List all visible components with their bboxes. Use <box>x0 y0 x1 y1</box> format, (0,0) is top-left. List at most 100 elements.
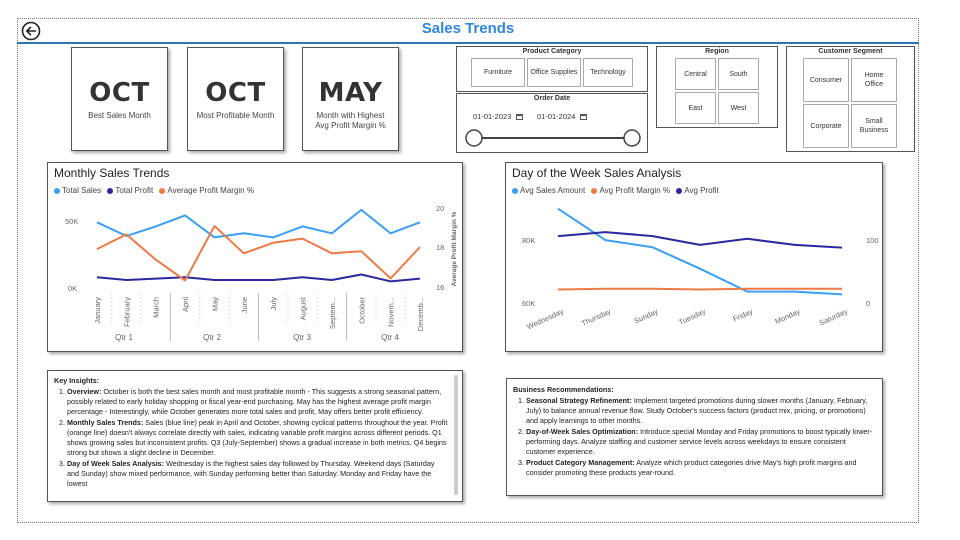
series-line-total-sales[interactable] <box>96 208 421 239</box>
y-tick: 50K <box>65 217 78 226</box>
kpi-value: OCT <box>89 78 150 108</box>
legend-item-avg-profit[interactable]: Avg Profit <box>676 186 719 195</box>
order-date-slicer: Order Date 01-01-2023 01-01-2024 <box>456 93 648 153</box>
x-tick-novem: Novem... <box>387 297 396 327</box>
monthly-sales-trends-panel: Monthly Sales Trends Total Sales Total P… <box>47 162 463 352</box>
y2-tick: 0 <box>866 299 870 308</box>
chart-title: Day of the Week Sales Analysis <box>512 166 682 180</box>
scrollbar-thumb[interactable] <box>454 375 458 495</box>
slicer-option-consumer[interactable]: Consumer <box>803 58 849 102</box>
y2-axis-label: Average Profit Margin % <box>451 211 458 286</box>
slicer-option-small-business[interactable]: Small Business <box>851 104 897 148</box>
quarter-label-q1: Qtr 1 <box>115 333 133 342</box>
recommendation-item: Day-of-Week Sales Optimization: Introduc… <box>526 427 874 457</box>
calendar-icon <box>580 114 588 121</box>
date-range-slider[interactable] <box>463 127 643 149</box>
kpi-value: OCT <box>205 78 266 108</box>
recommendations-list: Seasonal Strategy Refinement: Implement … <box>513 396 874 478</box>
slicer-option-home-office[interactable]: Home Office <box>851 58 897 102</box>
series-line-avg-profit[interactable] <box>557 231 843 249</box>
start-date-value: 01-01-2023 <box>473 112 512 121</box>
legend-item-avg-profit-margin[interactable]: Average Profit Margin % <box>159 186 254 195</box>
range-handle-end[interactable] <box>623 129 641 147</box>
x-tick-march: March <box>152 297 161 318</box>
page-title: Sales Trends <box>421 20 515 37</box>
kpi-label: Month with Highest Avg Profit Margin % <box>315 111 386 130</box>
x-axis-labels: Wednesday Thursday Sunday Tuesday Friday Mond… <box>525 307 849 332</box>
slicer-option-office-supplies[interactable]: Office Supplies <box>527 58 581 87</box>
slicer-title: Product Category <box>522 48 582 55</box>
monthly-sales-chart: 50K 0K 20 18 16 Average Profit Margin % … <box>65 204 458 342</box>
kpi-card-highest-margin-month: MAY Month with Highest Avg Profit Margin… <box>302 47 399 151</box>
series-line-average-profit-margin[interactable] <box>96 225 421 282</box>
slicer-option-east[interactable]: East <box>675 92 716 124</box>
range-handle-start[interactable] <box>465 129 483 147</box>
month-separators <box>111 293 406 341</box>
legend-item-total-profit[interactable]: Total Profit <box>107 186 153 195</box>
series-lines <box>557 207 843 296</box>
slicer-option-west[interactable]: West <box>718 92 759 124</box>
legend-item-avg-sales-amount[interactable]: Avg Sales Amount <box>512 186 585 195</box>
x-tick-thursday: Thursday <box>580 307 612 328</box>
back-button[interactable] <box>21 21 41 41</box>
x-tick-sunday: Sunday <box>633 307 660 326</box>
region-slicer: Region Central South East West <box>656 46 778 128</box>
x-tick-saturday: Saturday <box>818 307 849 328</box>
insight-item: Monthly Sales Trends: Sales (blue line) … <box>67 418 448 458</box>
end-date-value: 01-01-2024 <box>537 112 576 121</box>
business-recommendations-panel: Business Recommendations: Seasonal Strat… <box>506 378 883 496</box>
series-line-avg-sales-amount[interactable] <box>557 207 843 296</box>
x-tick-october: October <box>357 297 366 324</box>
product-category-slicer: Product Category Furniture Office Suppli… <box>456 46 648 92</box>
slicer-option-central[interactable]: Central <box>675 58 716 90</box>
slicer-option-south[interactable]: South <box>718 58 759 90</box>
recommendations-heading: Business Recommendations: <box>513 385 614 394</box>
y2-tick: 16 <box>436 283 444 292</box>
x-tick-monday: Monday <box>774 307 802 327</box>
title-bar: Sales Trends <box>17 18 919 44</box>
y2-tick: 20 <box>436 204 444 213</box>
x-tick-april: April <box>181 297 190 312</box>
chart-legend: Total Sales Total Profit Average Profit … <box>54 186 258 195</box>
chart-title: Monthly Sales Trends <box>54 166 170 180</box>
series-line-total-profit[interactable] <box>96 273 421 283</box>
slicer-title: Region <box>705 48 729 55</box>
kpi-card-most-profitable-month: OCT Most Profitable Month <box>187 47 284 151</box>
insight-item: Day of Week Sales Analysis: Wednesday is… <box>67 459 448 489</box>
back-arrow-icon <box>21 21 41 41</box>
customer-segment-slicer: Customer Segment Consumer Home Office Co… <box>786 46 915 152</box>
x-tick-may: May <box>211 297 220 311</box>
kpi-label: Best Sales Month <box>88 111 151 120</box>
day-of-week-panel: Day of the Week Sales Analysis Avg Sales… <box>505 162 883 352</box>
start-date-field[interactable]: 01-01-2023 <box>473 112 524 121</box>
x-tick-septem: Septem... <box>328 297 337 329</box>
slicer-title: Order Date <box>533 95 571 102</box>
recommendation-item: Product Category Management: Analyze whi… <box>526 458 874 478</box>
slicer-title: Customer Segment <box>818 48 883 55</box>
series-line-avg-profit-margin[interactable] <box>557 287 842 291</box>
y-tick: 0K <box>68 284 77 293</box>
quarter-label-q4: Qtr 4 <box>381 333 399 342</box>
report-frame <box>17 18 919 523</box>
legend-item-total-sales[interactable]: Total Sales <box>54 186 101 195</box>
x-tick-august: August <box>299 296 308 320</box>
insights-list: Overview: October is both the best sales… <box>54 387 448 489</box>
calendar-icon <box>516 114 524 121</box>
quarter-label-q3: Qtr 3 <box>293 333 311 342</box>
x-tick-tuesday: Tuesday <box>677 307 707 327</box>
x-tick-friday: Friday <box>731 307 754 324</box>
legend-item-avg-profit-margin[interactable]: Avg Profit Margin % <box>591 186 670 195</box>
kpi-label: Most Profitable Month <box>196 111 275 120</box>
slicer-option-corporate[interactable]: Corporate <box>803 104 849 148</box>
end-date-field[interactable]: 01-01-2024 <box>537 112 588 121</box>
kpi-card-best-sales-month: OCT Best Sales Month <box>71 47 168 151</box>
day-of-week-chart: 80K 60K 100 0 Wednesday Thursday Sunday Tue… <box>522 207 879 332</box>
x-tick-january: January <box>93 297 102 324</box>
slicer-option-furniture[interactable]: Furniture <box>471 58 525 87</box>
chart-legend: Avg Sales Amount Avg Profit Margin % Avg… <box>512 186 723 195</box>
slicer-option-technology[interactable]: Technology <box>583 58 633 87</box>
x-tick-wednesday: Wednesday <box>525 307 565 332</box>
y-tick: 80K <box>522 236 535 245</box>
x-tick-february: February <box>122 297 131 327</box>
key-insights-panel[interactable]: Key Insights: Overview: October is both … <box>47 370 463 502</box>
